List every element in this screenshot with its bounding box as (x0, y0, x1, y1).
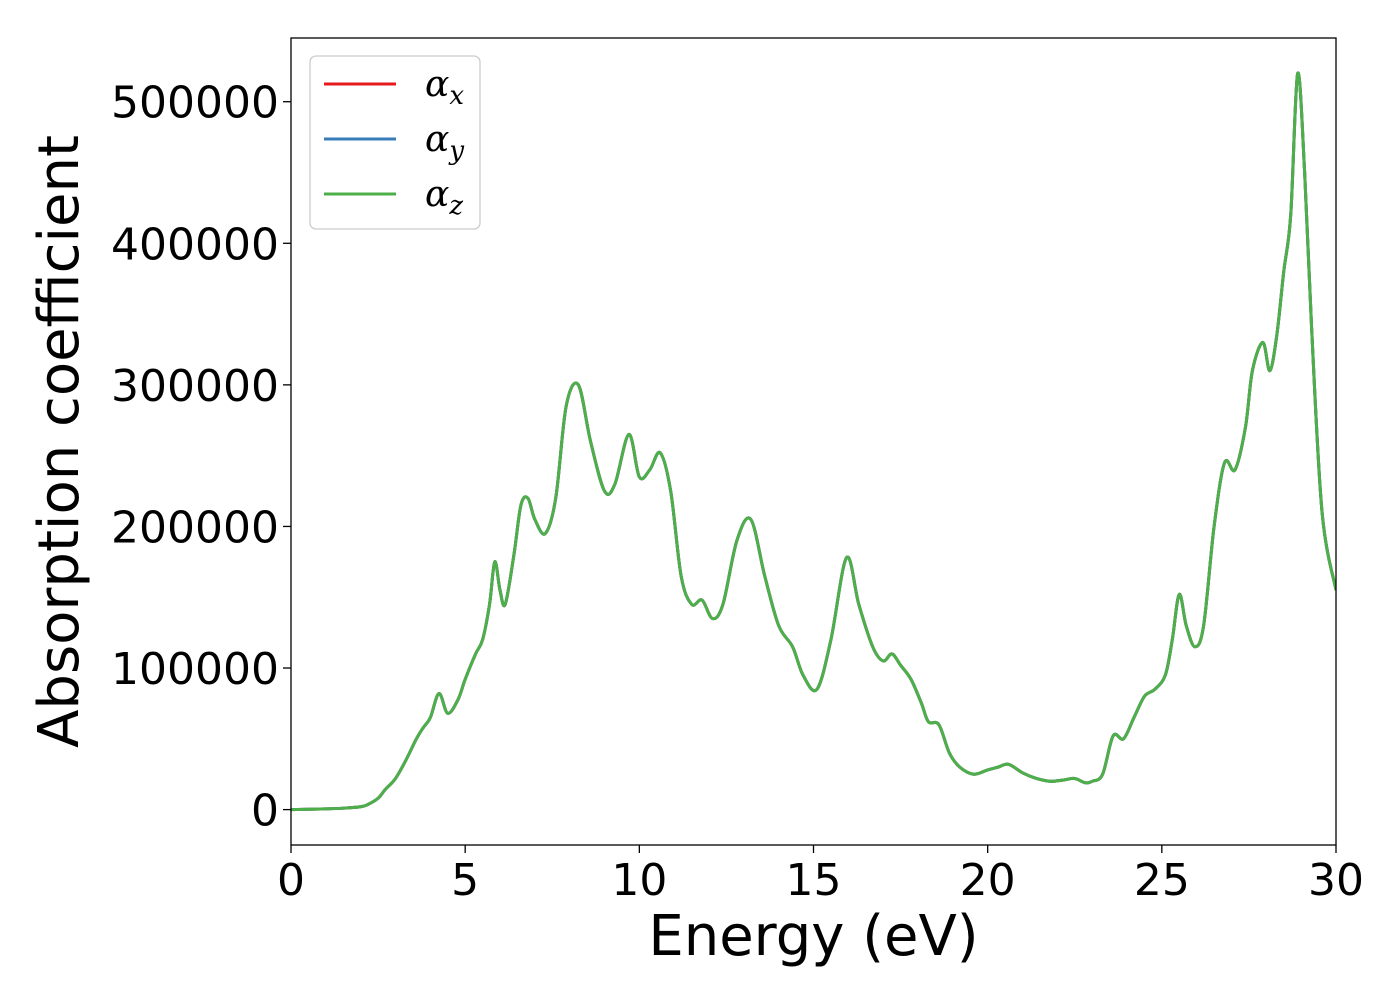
x-tick-label: 20 (960, 855, 1016, 906)
x-tick-label: 0 (277, 855, 305, 906)
x-axis: 0 5 10 15 20 25 30 (277, 845, 1364, 906)
x-tick-label: 5 (451, 855, 479, 906)
y-tick-label: 400000 (111, 219, 279, 270)
x-tick-label: 15 (786, 855, 842, 906)
y-tick-label: 0 (251, 786, 279, 837)
series-line-z (291, 71, 1336, 812)
y-tick-label: 200000 (111, 502, 279, 553)
y-tick-label: 300000 (111, 361, 279, 412)
y-tick-label: 100000 (111, 644, 279, 695)
y-tick-label: 500000 (111, 78, 279, 129)
x-axis-label: Energy (eV) (648, 904, 978, 969)
x-tick-label: 10 (611, 855, 667, 906)
x-tick-label: 30 (1308, 855, 1364, 906)
series-lines (291, 71, 1336, 812)
legend-box (309, 55, 481, 230)
x-tick-label: 25 (1134, 855, 1190, 906)
y-axis-label: Absorption coefficient (27, 135, 92, 748)
y-axis: 0 100000 200000 300000 400000 500000 (111, 78, 291, 837)
